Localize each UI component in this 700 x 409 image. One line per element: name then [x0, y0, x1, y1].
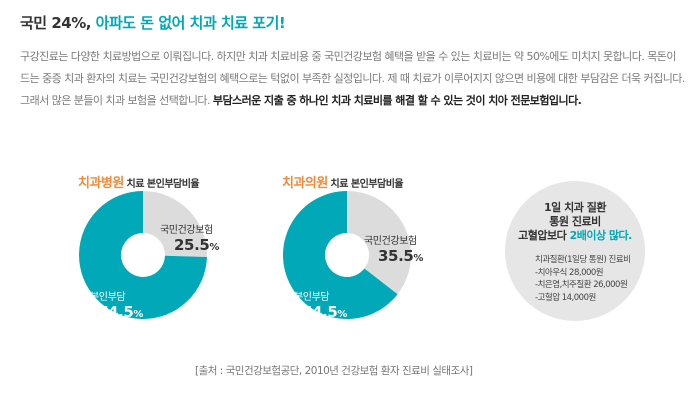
- intro-emphasis: 부담스러운 지출 중 하나인 치과 치료비를 해결 할 수 있는 것이 치아 전…: [212, 94, 582, 107]
- copay-label-text: 본인부담: [90, 292, 126, 303]
- chart-title: 치과병원 치료 본인부담비율: [78, 172, 200, 191]
- info-line-3-prefix: 고혈압보다: [518, 229, 567, 242]
- copay-label-text: 본인부담: [294, 292, 330, 303]
- list-item: -치아우식 28,000원: [535, 267, 604, 278]
- insurance-label-text: 국민건강보험: [364, 236, 417, 247]
- info-line-3: 고혈압보다 2배이상 많다.: [505, 229, 645, 243]
- insurance-value: 25.5%: [174, 236, 220, 254]
- copay-value: 64.5%: [302, 303, 348, 321]
- list-item: -고혈압 14,000원: [535, 292, 596, 303]
- chart-title: 치과의원 치료 본인부담비율: [282, 172, 404, 191]
- info-line-3-highlight: 2배이상 많다.: [569, 229, 633, 242]
- copay-slice: [79, 191, 207, 319]
- copay-slice: [283, 191, 398, 319]
- copay-label: 본인부담 74.5%: [90, 288, 143, 321]
- clinic-donut-chart: 치과의원 치료 본인부담비율 국민건강보험 35.5% 본인부담 64.5%: [282, 172, 482, 342]
- list-item: 치과질환(1일당 통원) 진료비: [535, 255, 631, 265]
- insurance-slice: [347, 191, 411, 295]
- headline: 국민 24%, 아파도 돈 없어 치과 치료 포기!: [20, 12, 286, 33]
- copay-value: 74.5%: [98, 303, 144, 321]
- insurance-label: 국민건강보험 35.5%: [364, 232, 423, 265]
- source-note: [출처 : 국민건강보험공단, 2010년 건강보험 환자 진료비 실태조사]: [195, 365, 473, 377]
- info-line-2: 통원 진료비: [549, 215, 601, 228]
- donut-svg: [79, 191, 207, 319]
- info-line-1: 1일 치과 질환: [544, 201, 606, 214]
- donut-svg: [283, 191, 411, 319]
- cost-list: 치과질환(1일당 통원) 진료비 -치아우식 28,000원 -치은염,치주질환…: [535, 254, 631, 304]
- hospital-donut-chart: 치과병원 치료 본인부담비율 국민건강보험 25.5% 본인부담 74.5%: [78, 172, 278, 342]
- headline-message: 아파도 돈 없어 치과 치료 포기!: [95, 14, 286, 32]
- intro-text: 구강진료는 다양한 치료방법으로 이뤄집니다. 하지만 치과 치료비용 중 국민…: [20, 50, 685, 107]
- list-item: -치은염,치주질환 26,000원: [535, 280, 628, 290]
- copay-label: 본인부담 64.5%: [294, 288, 347, 321]
- insurance-value: 35.5%: [378, 247, 424, 265]
- intro-paragraph: 구강진료는 다양한 치료방법으로 이뤄집니다. 하지만 치과 치료비용 중 국민…: [20, 46, 685, 112]
- chart-title-rest: 치료 본인부담비율: [126, 179, 200, 190]
- chart-title-highlight: 치과의원: [282, 176, 328, 191]
- headline-stat: 국민 24%,: [20, 14, 91, 32]
- info-circle: 1일 치과 질환 통원 진료비 고혈압보다 2배이상 많다. 치과질환(1일당 …: [505, 181, 645, 321]
- insurance-slice: [143, 191, 207, 258]
- chart-title-rest: 치료 본인부담비율: [330, 179, 404, 190]
- insurance-label-text: 국민건강보험: [160, 225, 213, 236]
- insurance-label: 국민건강보험 25.5%: [160, 221, 219, 254]
- chart-title-highlight: 치과병원: [78, 176, 124, 191]
